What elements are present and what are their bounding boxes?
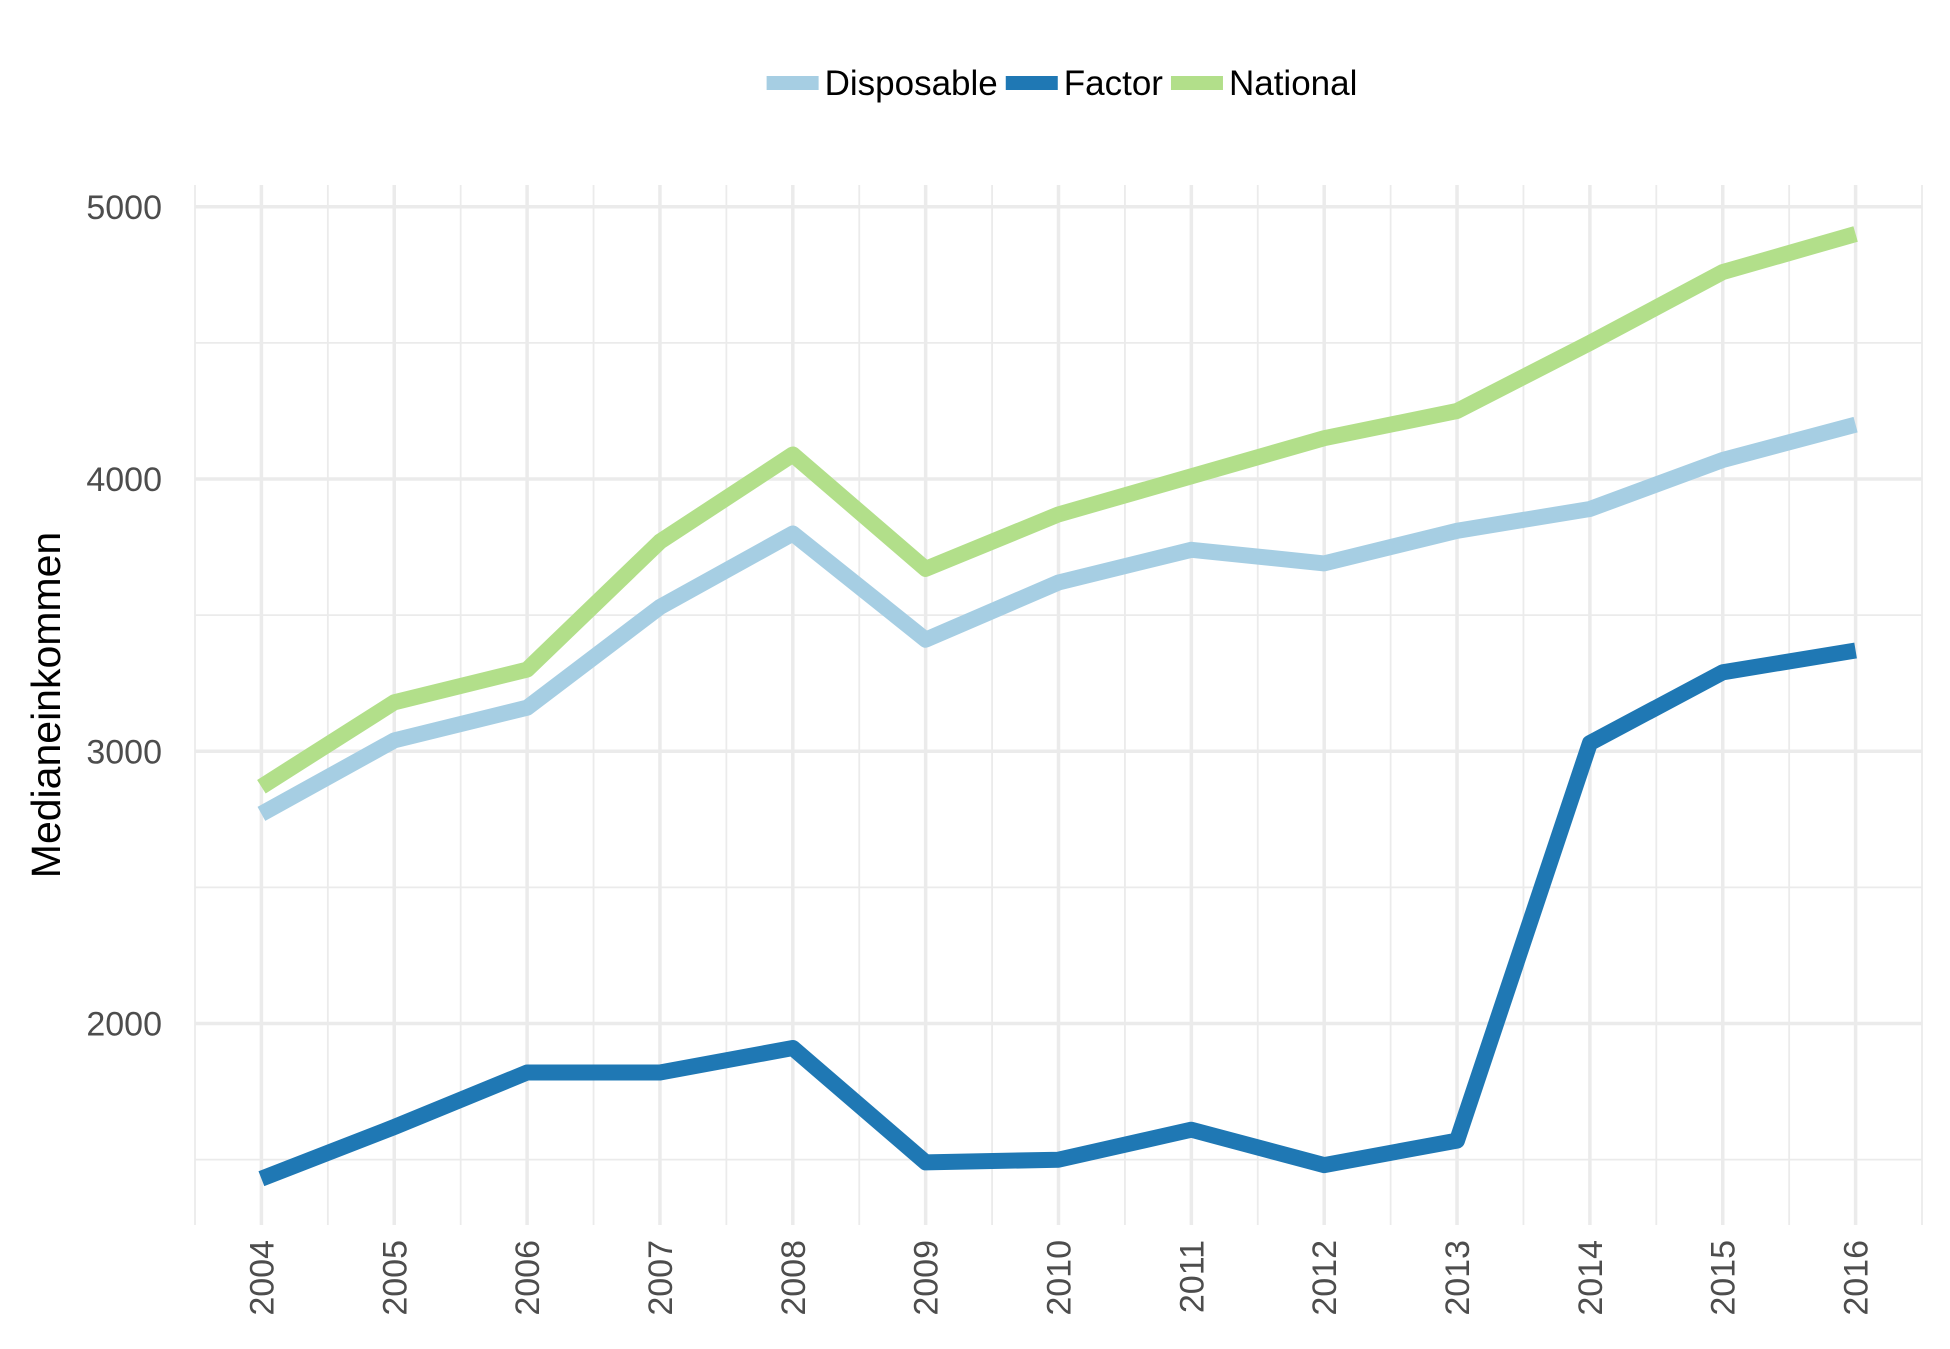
legend-label: National bbox=[1229, 64, 1357, 103]
legend-item-national: National bbox=[1170, 64, 1357, 103]
x-tick-label: 2010 bbox=[1041, 1240, 1079, 1316]
y-axis-tick-labels: 2000 3000 4000 5000 bbox=[86, 189, 162, 1044]
y-tick-label: 3000 bbox=[86, 733, 162, 771]
x-tick-label: 2014 bbox=[1572, 1240, 1610, 1316]
x-tick-label: 2016 bbox=[1838, 1240, 1876, 1316]
legend-label: Disposable bbox=[825, 64, 998, 103]
x-tick-label: 2013 bbox=[1439, 1240, 1477, 1316]
series-line-disposable bbox=[257, 416, 1858, 821]
x-tick-label: 2009 bbox=[908, 1240, 946, 1316]
x-axis-tick-labels: 2004 2005 2006 2007 2008 2009 2010 2011 2012 2013… bbox=[243, 1240, 1875, 1316]
x-tick-label: 2011 bbox=[1173, 1240, 1211, 1313]
x-tick-label: 2006 bbox=[509, 1240, 547, 1316]
y-tick-label: 2000 bbox=[86, 1006, 162, 1044]
series-lines bbox=[257, 226, 1858, 1187]
x-tick-label: 2008 bbox=[775, 1240, 813, 1316]
legend-key bbox=[766, 76, 819, 90]
series-line-factor bbox=[258, 642, 1857, 1187]
legend-key bbox=[1005, 76, 1058, 90]
x-tick-label: 2004 bbox=[243, 1240, 281, 1316]
legend-item-disposable: Disposable bbox=[766, 64, 998, 103]
legend-key bbox=[1170, 76, 1223, 90]
legend: Disposable Factor National bbox=[766, 64, 1357, 103]
y-tick-label: 5000 bbox=[86, 189, 162, 227]
legend-label: Factor bbox=[1064, 64, 1164, 103]
x-tick-label: 2005 bbox=[376, 1240, 414, 1316]
grid bbox=[194, 185, 1923, 1225]
series-line-national bbox=[257, 226, 1858, 794]
x-tick-label: 2007 bbox=[642, 1240, 680, 1316]
legend-item-factor: Factor bbox=[1005, 64, 1164, 103]
y-axis-title: Medianeinkommen bbox=[23, 532, 69, 878]
x-tick-label: 2015 bbox=[1705, 1240, 1743, 1316]
x-tick-label: 2012 bbox=[1306, 1240, 1344, 1316]
y-tick-label: 4000 bbox=[86, 461, 162, 499]
